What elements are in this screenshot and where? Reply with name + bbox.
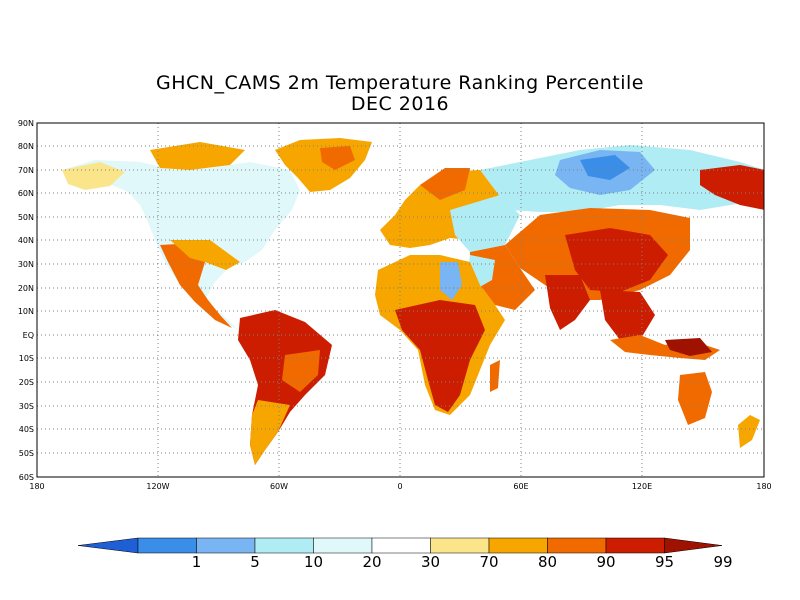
lon-tick: 60E bbox=[513, 482, 528, 491]
colorbar-segment bbox=[547, 537, 607, 554]
gridlines bbox=[37, 123, 764, 477]
colorbar-label: 70 bbox=[479, 553, 499, 571]
colorbar-label: 5 bbox=[250, 553, 260, 571]
colorbar-arrow-high bbox=[664, 537, 723, 554]
colorbar-label: 20 bbox=[362, 553, 382, 571]
colorbar-segment bbox=[605, 537, 665, 554]
africa-central-very-warm bbox=[395, 300, 485, 412]
arctic-canada-warm bbox=[150, 142, 245, 170]
lon-tick: 120E bbox=[632, 482, 652, 491]
lon-tick-labels: 180 120W 60W 0 60E 120E 180 bbox=[29, 482, 771, 491]
lat-tick: EQ bbox=[23, 331, 34, 340]
lat-tick: 70N bbox=[18, 166, 34, 175]
alaska-warm bbox=[62, 162, 125, 190]
india-very-warm bbox=[545, 275, 590, 330]
new-guinea-very-warm bbox=[665, 338, 712, 356]
lat-tick: 10N bbox=[18, 307, 34, 316]
colorbar-label: 90 bbox=[596, 553, 616, 571]
lat-tick: 50S bbox=[19, 449, 34, 458]
lat-tick: 80N bbox=[18, 142, 34, 151]
colorbar-arrow-low bbox=[77, 537, 139, 554]
lat-tick-labels: 90N 80N 70N 60N 50N 40N 30N 20N 10N EQ 1… bbox=[18, 119, 34, 482]
southeast-asia-warm bbox=[600, 290, 655, 340]
greenland-interior-warm bbox=[320, 146, 355, 170]
us-southwest-warm bbox=[170, 240, 240, 270]
colorbar-segment bbox=[137, 537, 197, 554]
lat-tick: 30S bbox=[19, 402, 34, 411]
new-zealand-land bbox=[738, 415, 760, 448]
colorbar-segment bbox=[196, 537, 256, 554]
lat-tick: 60S bbox=[19, 473, 34, 482]
colorbar-segment bbox=[371, 537, 431, 554]
map-subtitle: DEC 2016 bbox=[350, 93, 450, 115]
map-frame bbox=[36, 122, 765, 478]
lat-tick: 50N bbox=[18, 213, 34, 222]
map-fill-layer bbox=[62, 138, 764, 465]
colorbar-label: 30 bbox=[420, 553, 441, 571]
sahara-cold-patch bbox=[440, 262, 462, 300]
south-america-south-warm bbox=[250, 400, 290, 465]
map-title: GHCN_CAMS 2m Temperature Ranking Percent… bbox=[156, 72, 644, 94]
colorbar-segment bbox=[254, 537, 314, 554]
lat-tick: 30N bbox=[18, 260, 34, 269]
colorbar-segment bbox=[313, 537, 373, 554]
lat-tick: 60N bbox=[18, 189, 34, 198]
northeast-siberia-warm bbox=[700, 165, 764, 210]
scandinavia-warm bbox=[420, 168, 470, 200]
colorbar-label: 80 bbox=[537, 553, 558, 571]
colorbar bbox=[77, 537, 723, 554]
lat-tick: 40S bbox=[19, 425, 34, 434]
colorbar-segment bbox=[488, 537, 548, 554]
lon-tick: 60W bbox=[270, 482, 288, 491]
siberia-coldest bbox=[580, 155, 630, 180]
colorbar-label: 10 bbox=[303, 553, 324, 571]
lat-tick: 40N bbox=[18, 236, 34, 245]
lat-tick: 20S bbox=[19, 378, 34, 387]
colorbar-label: 1 bbox=[191, 553, 202, 571]
colorbar-label: 99 bbox=[713, 553, 733, 571]
lat-tick: 90N bbox=[18, 119, 34, 128]
lon-tick: 120W bbox=[146, 482, 169, 491]
east-australia-warm bbox=[678, 372, 712, 425]
madagascar-land bbox=[490, 360, 500, 392]
lon-tick: 180 bbox=[756, 482, 771, 491]
lon-tick: 180 bbox=[29, 482, 44, 491]
south-america-east-mild bbox=[282, 350, 320, 392]
lat-tick: 10S bbox=[19, 354, 34, 363]
colorbar-segment bbox=[430, 537, 490, 554]
colorbar-label: 95 bbox=[654, 553, 675, 571]
eastern-europe-cold bbox=[450, 195, 520, 252]
lat-tick: 20N bbox=[18, 284, 34, 293]
lon-tick: 0 bbox=[397, 482, 402, 491]
